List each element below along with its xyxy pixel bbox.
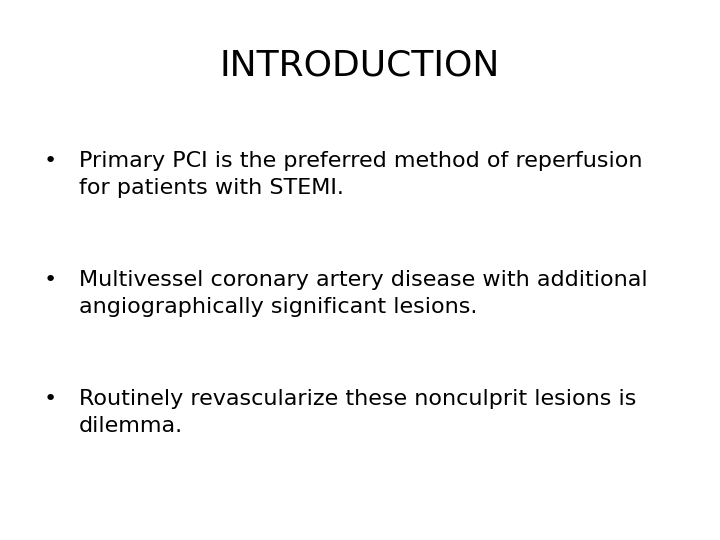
Text: •: • (44, 389, 57, 409)
Text: •: • (44, 151, 57, 171)
Text: Routinely revascularize these nonculprit lesions is
dilemma.: Routinely revascularize these nonculprit… (79, 389, 636, 436)
Text: •: • (44, 270, 57, 290)
Text: Primary PCI is the preferred method of reperfusion
for patients with STEMI.: Primary PCI is the preferred method of r… (79, 151, 643, 198)
Text: Multivessel coronary artery disease with additional
angiographically significant: Multivessel coronary artery disease with… (79, 270, 648, 317)
Text: INTRODUCTION: INTRODUCTION (220, 49, 500, 83)
